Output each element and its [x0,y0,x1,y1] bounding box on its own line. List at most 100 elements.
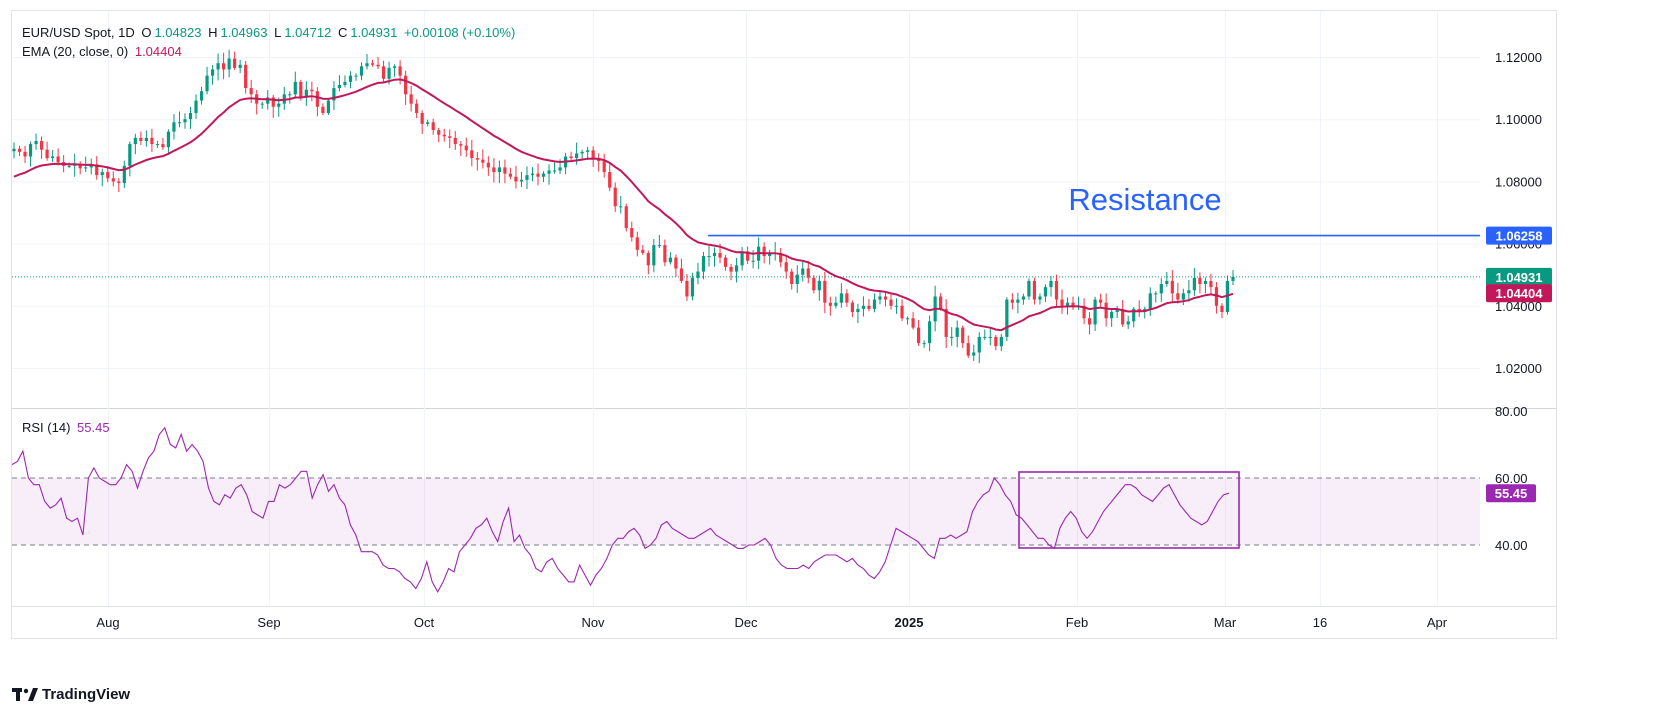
x-tick-label: Mar [1214,615,1237,630]
candle-body [216,63,220,70]
candle-body [817,280,821,291]
candle-body [398,66,402,76]
candle-body [1027,280,1031,297]
candle-body [442,134,446,137]
candle-body [762,246,766,257]
candle-body [1005,299,1009,337]
rsi-value-label-bg [1486,484,1536,503]
candle-body [381,66,386,79]
candle-body [1038,296,1042,300]
x-tick-label: Feb [1066,615,1088,630]
candle-body [475,158,479,160]
candle-body [249,88,253,95]
candle-body [746,251,750,261]
candle-body [1099,299,1103,303]
candle-body [834,302,838,306]
candle-body [376,64,380,67]
rsi-tick-label: 40.00 [1495,538,1528,553]
candle-body [723,257,728,267]
candle-body [525,175,529,180]
resistance-annotation: Resistance [1068,182,1221,217]
tradingview-logo[interactable]: TradingView [12,686,130,703]
candle-body [266,97,270,104]
candle-body [365,63,369,67]
candle-body [966,343,970,356]
candle-body [150,137,154,145]
candle-body [944,308,948,337]
candle-body [850,302,855,313]
candle-body [304,89,308,98]
candle-body [409,94,413,104]
high-value: 1.04963 [220,25,268,40]
candle-body [133,137,137,145]
rsi-tick-label: 80.00 [1495,404,1528,419]
candle-body [740,251,744,266]
rsi-tick-label: 60.00 [1495,471,1528,486]
candle-body [1016,299,1020,303]
candle-body [95,164,99,176]
candle-body [674,257,678,269]
symbol-title: EUR/USD Spot, 1D [22,25,135,40]
candle-body [420,112,424,124]
candle-body [641,249,645,253]
candle-body [734,265,739,272]
candle-body [602,161,606,173]
x-tick-label: Nov [581,615,605,630]
rsi-value-label-text: 55.45 [1495,486,1528,501]
candle-body [1154,293,1158,295]
candle-body [1049,280,1053,288]
rsi-band-fill [12,478,1480,545]
candle-body [652,245,656,266]
candle-body [685,280,689,297]
candle-body [983,336,987,338]
x-tick-label: 16 [1313,615,1327,630]
candle-body [1220,305,1224,313]
candle-body [370,63,375,65]
candle-body [712,252,717,257]
candle-body [194,100,198,113]
rsi-legend[interactable]: RSI (14) 55.45 [22,420,113,435]
rsi-value: 55.45 [77,420,110,435]
ema-price-label-bg [1486,284,1552,303]
candle-body [536,173,540,177]
candle-body [806,268,810,278]
candle-body [321,106,325,113]
candle-body [889,299,893,306]
candle-body [1187,290,1191,294]
candle-body [707,256,711,258]
candle-body [928,321,932,344]
candle-body [39,140,44,150]
candle-body [1043,287,1048,297]
candle-body [464,145,468,151]
candle-body [45,149,49,159]
ema-20-line [13,78,1234,332]
candle-body [950,336,954,338]
candle-body [1121,308,1125,325]
candle-body [955,327,959,337]
candle-body [293,81,297,95]
rsi-line [11,426,1230,594]
candle-body [823,280,827,303]
candle-body [144,137,148,141]
candle-body [1198,277,1202,285]
candle-body [894,305,899,307]
ema-legend[interactable]: EMA (20, close, 0) 1.04404 [22,44,185,59]
candle-body [1087,318,1092,325]
x-tick-label: Dec [734,615,758,630]
y-tick-label: 1.04000 [1495,299,1542,314]
low-value: 1.04712 [284,25,332,40]
last-price-label-bg [1486,267,1552,286]
candle-body [635,237,639,250]
candle-body [922,343,926,345]
candle-body [624,206,628,229]
candle-body [12,148,16,152]
candle-body [1060,299,1064,306]
candle-body [1170,280,1174,294]
candle-body [784,262,788,272]
candle-body [348,75,353,82]
y-tick-label: 1.02000 [1495,361,1542,376]
candle-body [1192,277,1196,291]
low-label: L [274,25,282,40]
candle-body [508,173,513,177]
